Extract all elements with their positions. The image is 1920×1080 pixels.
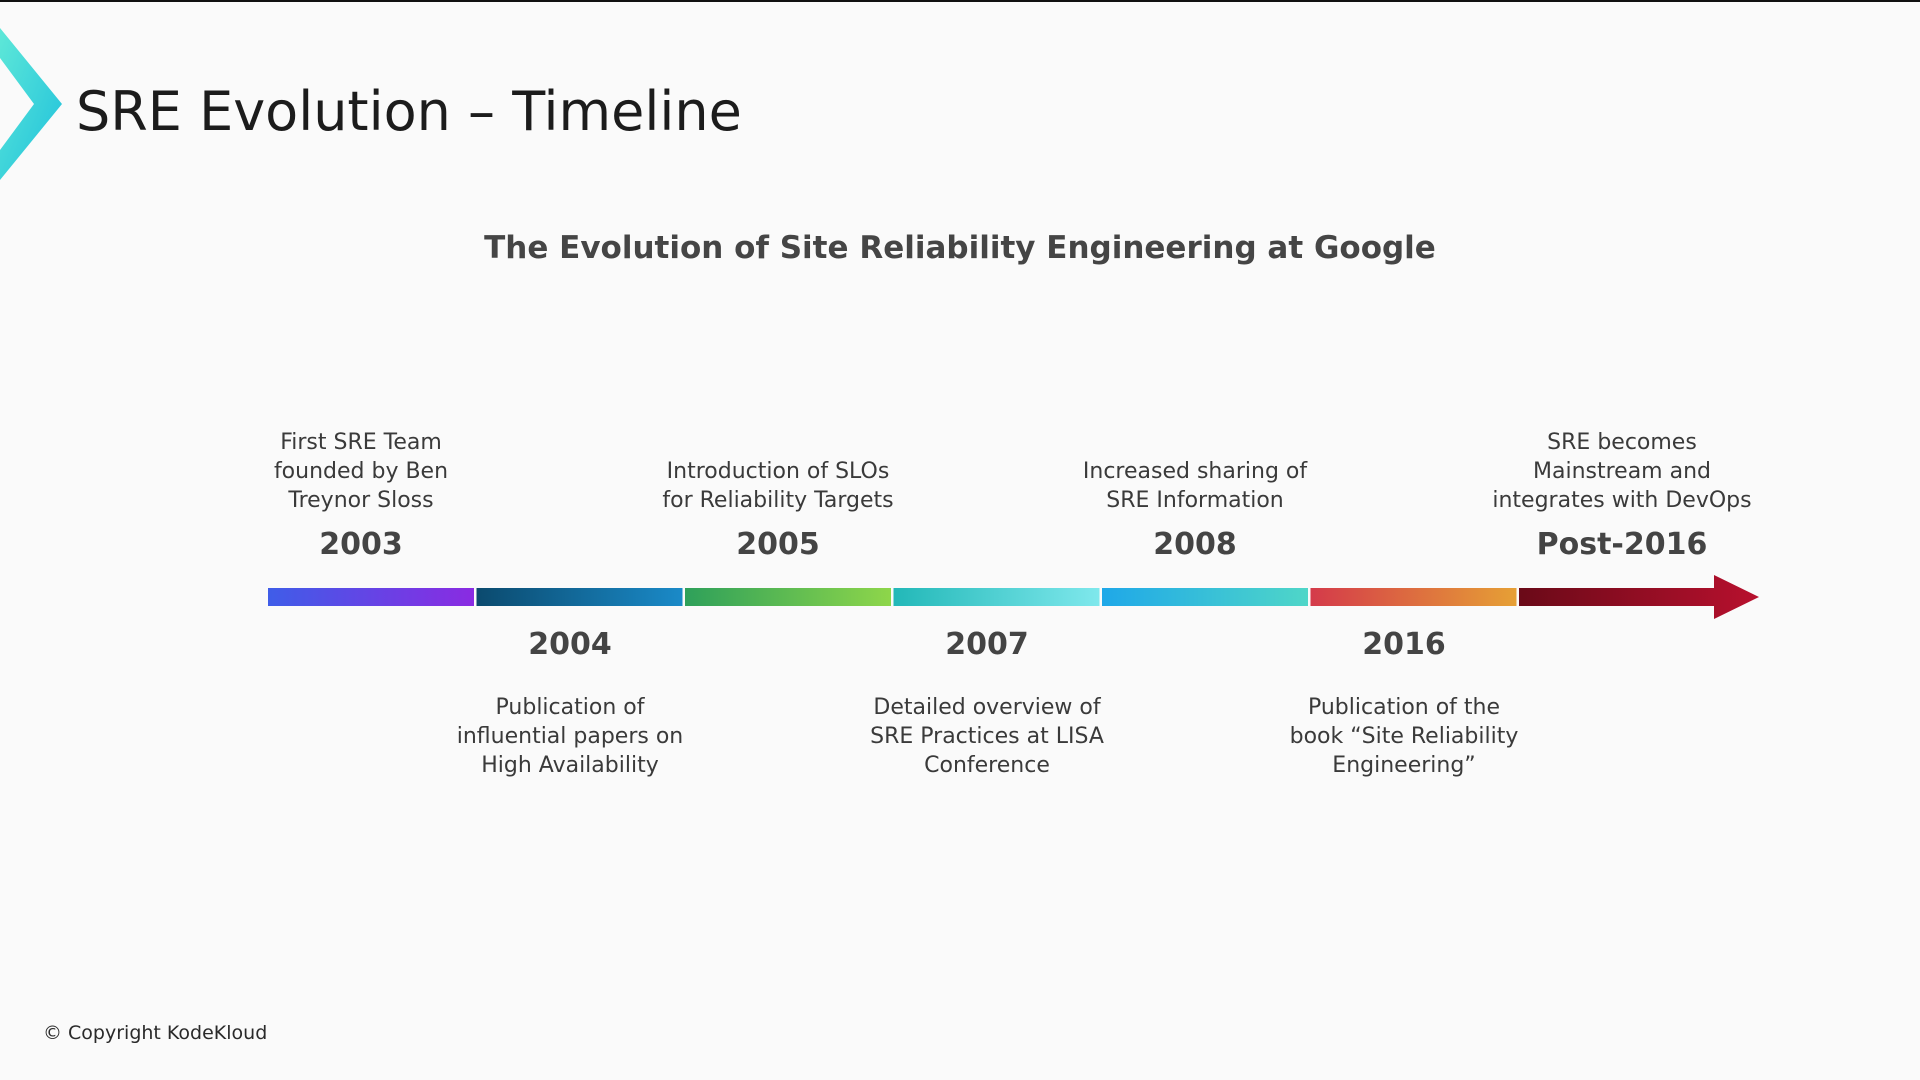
diagram-subtitle: The Evolution of Site Reliability Engine…: [484, 230, 1436, 266]
timeline-arrow: [268, 575, 1759, 619]
milestone-year-2004: 2004: [528, 627, 612, 662]
milestone-year-2008: 2008: [1153, 527, 1237, 562]
timeline-segment-2007: [893, 588, 1100, 606]
copyright-notice: © Copyright KodeKloud: [43, 1022, 268, 1044]
milestone-year-2007: 2007: [945, 627, 1029, 662]
timeline-segment-2004: [476, 588, 683, 606]
milestone-year-post-2016: Post-2016: [1536, 527, 1708, 562]
milestone-description-2003: First SRE Team founded by Ben Treynor Sl…: [273, 430, 449, 513]
milestone-description-2007: Detailed overview of SRE Practices at LI…: [870, 695, 1104, 778]
milestone-year-2016: 2016: [1362, 627, 1446, 662]
timeline-segment-2003: [268, 588, 474, 606]
timeline-segment-2016: [1310, 588, 1517, 606]
page-title: SRE Evolution – Timeline: [76, 80, 742, 143]
top-border: [0, 0, 1920, 2]
milestone-year-2003: 2003: [319, 527, 403, 562]
milestone-year-2005: 2005: [736, 527, 820, 562]
milestone-description-2005: Introduction of SLOs for Reliability Tar…: [662, 459, 894, 513]
milestone-description-post-2016: SRE becomes Mainstream and integrates wi…: [1492, 430, 1752, 513]
timeline-segment-2005: [685, 588, 891, 606]
timeline-segment-post-2016: [1519, 575, 1759, 619]
timeline-segment-2008: [1102, 588, 1308, 606]
milestone-description-2008: Increased sharing of SRE Information: [1082, 459, 1308, 513]
milestone-description-2004: Publication of influential papers on Hig…: [456, 695, 684, 778]
milestone-description-2016: Publication of the book “Site Reliabilit…: [1289, 695, 1519, 778]
kodekloud-chevron-logo: [0, 28, 62, 180]
